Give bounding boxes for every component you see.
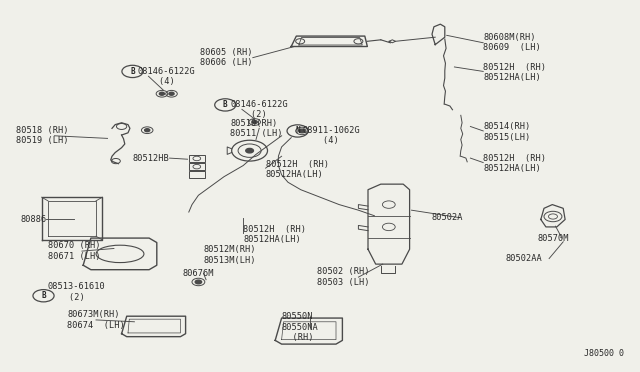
Circle shape <box>287 125 308 137</box>
Text: 80608M(RH)
80609  (LH): 80608M(RH) 80609 (LH) <box>483 33 541 52</box>
Circle shape <box>299 129 305 133</box>
Circle shape <box>145 129 150 132</box>
Circle shape <box>159 92 164 95</box>
Circle shape <box>246 148 253 153</box>
Text: 80886: 80886 <box>20 215 47 224</box>
Text: 80512M(RH)
80513M(LH): 80512M(RH) 80513M(LH) <box>204 245 256 264</box>
Text: B: B <box>130 67 135 76</box>
Text: 80514(RH)
80515(LH): 80514(RH) 80515(LH) <box>483 122 531 142</box>
Circle shape <box>195 280 202 284</box>
Circle shape <box>33 289 54 302</box>
Text: 08146-6122G
    (2): 08146-6122G (2) <box>230 100 288 119</box>
Text: 80512H  (RH)
80512HA(LH): 80512H (RH) 80512HA(LH) <box>266 160 328 179</box>
Text: 80502A: 80502A <box>432 213 463 222</box>
Text: 80673M(RH)
80674  (LH): 80673M(RH) 80674 (LH) <box>67 310 125 330</box>
Bar <box>189 155 205 162</box>
Text: B: B <box>223 100 228 109</box>
Text: 80570M: 80570M <box>538 234 569 243</box>
Circle shape <box>122 65 143 77</box>
Text: 08146-6122G
    (4): 08146-6122G (4) <box>138 67 195 86</box>
Text: 80512H  (RH)
80512HA(LH): 80512H (RH) 80512HA(LH) <box>483 63 546 82</box>
Text: 80512H  (RH)
80512HA(LH): 80512H (RH) 80512HA(LH) <box>243 225 306 244</box>
Text: 80502 (RH)
80503 (LH): 80502 (RH) 80503 (LH) <box>317 267 369 287</box>
Text: 80510(RH)
80511 (LH): 80510(RH) 80511 (LH) <box>230 119 283 138</box>
Text: 80605 (RH)
80606 (LH): 80605 (RH) 80606 (LH) <box>200 48 253 67</box>
Circle shape <box>169 92 174 95</box>
Bar <box>189 163 205 170</box>
Text: 80512HB: 80512HB <box>133 154 170 163</box>
Text: 80550N
80550NA
  (RH): 80550N 80550NA (RH) <box>282 312 318 342</box>
Text: B: B <box>41 291 46 300</box>
Text: 08911-1062G
    (4): 08911-1062G (4) <box>302 126 360 145</box>
Text: 80502AA: 80502AA <box>506 254 542 263</box>
Circle shape <box>252 121 257 124</box>
Text: 80518 (RH)
80519 (LH): 80518 (RH) 80519 (LH) <box>16 126 68 145</box>
Text: J80500 0: J80500 0 <box>584 349 624 358</box>
Text: N: N <box>295 126 300 135</box>
Text: 80512H  (RH)
80512HA(LH): 80512H (RH) 80512HA(LH) <box>483 154 546 173</box>
Circle shape <box>214 99 236 111</box>
Text: 80676M: 80676M <box>182 269 214 278</box>
Text: 80670 (RH)
80671 (LH): 80670 (RH) 80671 (LH) <box>48 241 100 261</box>
Text: 08513-61610
    (2): 08513-61610 (2) <box>48 282 106 302</box>
Bar <box>189 171 205 178</box>
